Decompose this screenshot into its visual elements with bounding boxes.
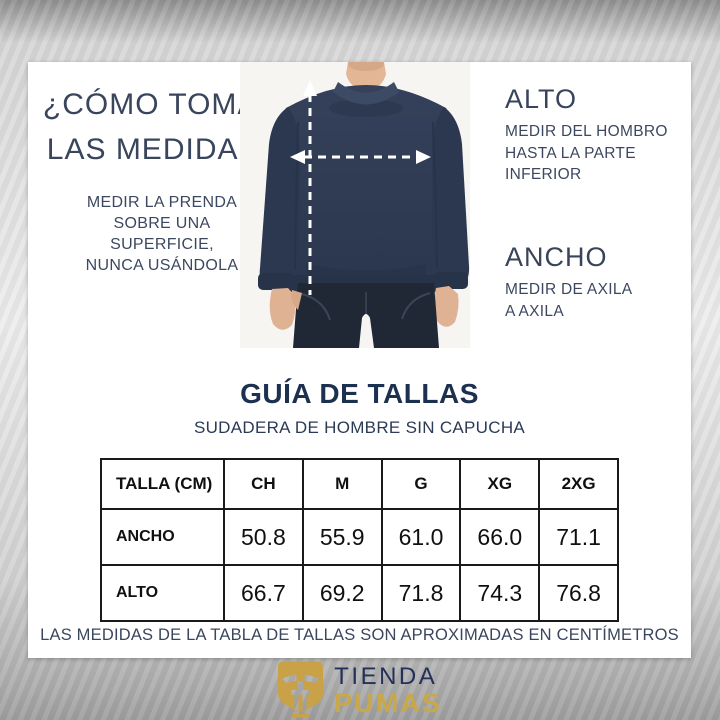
size-table-row-alto: ALTO 66.7 69.2 71.8 74.3 76.8 bbox=[100, 564, 619, 622]
brand-name-tienda: TIENDA bbox=[334, 663, 438, 690]
size-table-header-cell: CH bbox=[223, 458, 304, 510]
size-table-cell: 76.8 bbox=[538, 564, 619, 622]
ancho-description: MEDIR DE AXILA A AXILA bbox=[505, 281, 633, 320]
alto-arrow-icon bbox=[303, 80, 317, 295]
model-photo bbox=[240, 62, 470, 348]
sweatshirt bbox=[258, 82, 470, 292]
size-table-cell: 66.0 bbox=[459, 508, 541, 566]
ancho-label: ANCHO bbox=[505, 242, 608, 272]
left-cuff bbox=[258, 273, 294, 290]
size-table-note: LAS MEDIDAS DE LA TABLA DE TALLAS SON AP… bbox=[40, 626, 679, 644]
size-table-row-ancho: ANCHO 50.8 55.9 61.0 66.0 71.1 bbox=[100, 508, 619, 566]
right-cuff bbox=[434, 272, 468, 289]
size-table-header-cell: 2XG bbox=[538, 458, 619, 510]
alto-measure-block: ALTO MEDIR DEL HOMBRO HASTA LA PARTE INF… bbox=[505, 84, 680, 186]
alto-label: ALTO bbox=[505, 84, 578, 114]
size-table-cell: 71.8 bbox=[380, 564, 462, 622]
size-table-header-cell: XG bbox=[459, 458, 541, 510]
size-table-cell: 69.2 bbox=[301, 564, 383, 622]
alto-description: MEDIR DEL HOMBRO HASTA LA PARTE INFERIOR bbox=[505, 123, 668, 183]
size-table-cell: 71.1 bbox=[538, 508, 619, 566]
instruction-line: NUNCA USÁNDOLA bbox=[85, 257, 239, 274]
brand-name: TIENDA PUMAS bbox=[334, 661, 442, 717]
size-guide-card: ¿CÓMO TOMAR LAS MEDIDAS? MEDIR LA PRENDA… bbox=[28, 62, 691, 658]
ancho-measure-block: ANCHO MEDIR DE AXILA A AXILA bbox=[505, 242, 680, 322]
size-table-row-label: ALTO bbox=[100, 564, 225, 622]
instruction-line: SUPERFICIE, bbox=[110, 236, 214, 253]
size-table-header-cell: G bbox=[380, 458, 462, 510]
pumas-shield-icon bbox=[278, 661, 324, 718]
size-table-cell: 74.3 bbox=[459, 564, 541, 622]
brand-logo: TIENDA PUMAS bbox=[0, 661, 720, 718]
instruction-line: MEDIR LA PRENDA bbox=[86, 194, 238, 211]
size-guide-title: GUÍA DE TALLAS bbox=[240, 378, 479, 409]
size-table-cell: 66.7 bbox=[223, 564, 304, 622]
size-table-cell: 50.8 bbox=[223, 508, 304, 566]
model-neck bbox=[346, 62, 386, 91]
model-hands bbox=[269, 286, 459, 330]
page-title-line: LAS MEDIDAS? bbox=[46, 133, 278, 166]
crew-neck-collar bbox=[333, 82, 399, 105]
size-table: TALLA (CM) CH M G XG 2XG ANCHO 50.8 55.9… bbox=[100, 458, 619, 622]
size-table-cell: 61.0 bbox=[380, 508, 462, 566]
model-jeans bbox=[291, 283, 439, 348]
ancho-arrow-icon bbox=[290, 150, 431, 164]
brand-name-pumas: PUMAS bbox=[334, 688, 442, 718]
size-table-row-label: ANCHO bbox=[100, 508, 225, 566]
instruction-line: SOBRE UNA bbox=[113, 215, 211, 232]
size-table-cell: 55.9 bbox=[301, 508, 383, 566]
size-table-header-row: TALLA (CM) CH M G XG 2XG bbox=[100, 458, 619, 510]
size-table-header-cell: TALLA (CM) bbox=[100, 458, 225, 510]
size-table-header-cell: M bbox=[301, 458, 383, 510]
size-guide-subtitle: SUDADERA DE HOMBRE SIN CAPUCHA bbox=[193, 418, 526, 437]
measuring-instruction: MEDIR LA PRENDA SOBRE UNA SUPERFICIE, NU… bbox=[46, 192, 278, 276]
